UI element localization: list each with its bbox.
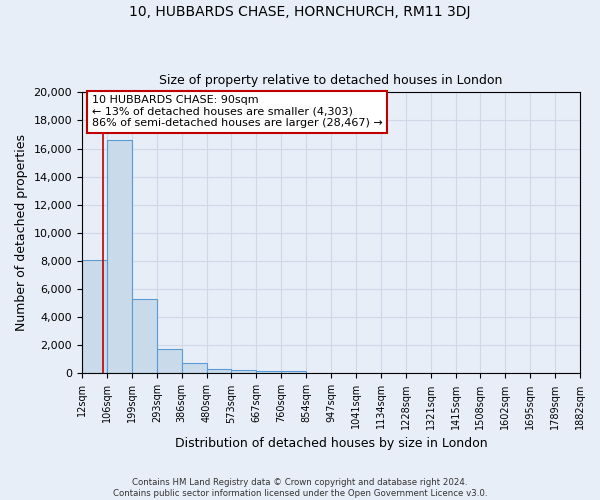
Bar — [281, 372, 306, 374]
Bar — [82, 260, 107, 374]
Text: Contains HM Land Registry data © Crown copyright and database right 2024.
Contai: Contains HM Land Registry data © Crown c… — [113, 478, 487, 498]
Text: 10 HUBBARDS CHASE: 90sqm
← 13% of detached houses are smaller (4,303)
86% of sem: 10 HUBBARDS CHASE: 90sqm ← 13% of detach… — [92, 95, 383, 128]
Bar — [132, 299, 157, 374]
Text: 10, HUBBARDS CHASE, HORNCHURCH, RM11 3DJ: 10, HUBBARDS CHASE, HORNCHURCH, RM11 3DJ — [129, 5, 471, 19]
Bar — [107, 140, 132, 374]
Bar — [232, 370, 256, 374]
Bar — [206, 369, 232, 374]
Bar — [182, 363, 206, 374]
Bar — [157, 349, 182, 374]
Bar — [256, 370, 281, 374]
X-axis label: Distribution of detached houses by size in London: Distribution of detached houses by size … — [175, 437, 487, 450]
Y-axis label: Number of detached properties: Number of detached properties — [15, 134, 28, 332]
Title: Size of property relative to detached houses in London: Size of property relative to detached ho… — [159, 74, 503, 87]
